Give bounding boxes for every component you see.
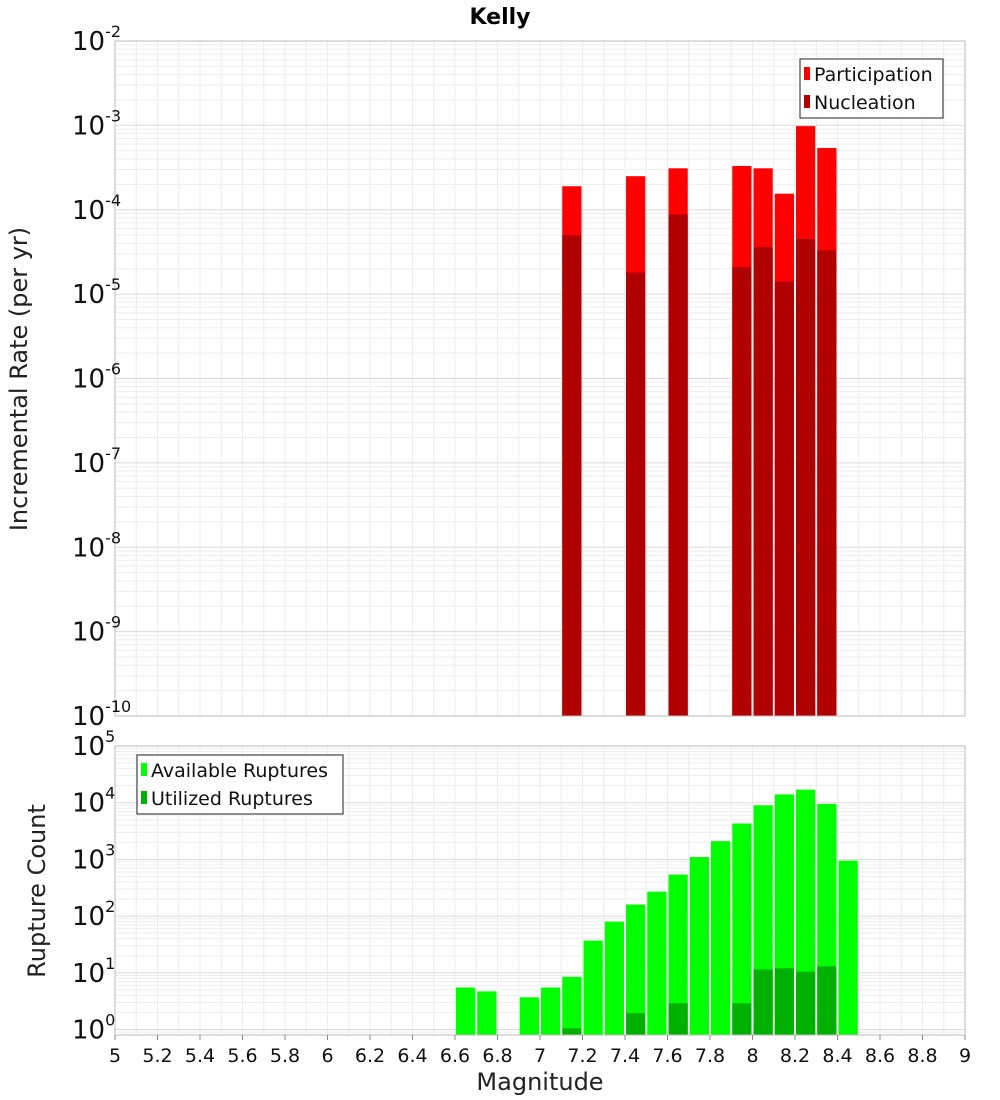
x-tick-label: 5 <box>109 1045 121 1067</box>
chart-title: Kelly <box>469 5 530 30</box>
bar-nucleation-7.95 <box>732 266 752 716</box>
y-tick-label: 10-6 <box>72 360 121 395</box>
bar-available-ruptures-7.95 <box>732 823 752 1035</box>
bar-available-ruptures-7.65 <box>668 874 688 1035</box>
x-tick-label: 6 <box>321 1045 333 1067</box>
x-tick-label: 7.6 <box>652 1045 682 1067</box>
top-bars <box>562 126 837 717</box>
bar-nucleation-8.05 <box>753 247 773 716</box>
bar-utilized-ruptures-8.05 <box>753 969 773 1035</box>
top-chart-panel: Kelly Incremental Rate (per yr) 10-1010-… <box>5 5 966 732</box>
y-tick-label: 10-7 <box>72 444 121 479</box>
top-plot-border <box>114 40 966 717</box>
y-tick-label: 10-4 <box>72 191 121 226</box>
bottom-chart-panel: Rupture Count 100 101 102 103 104 105 5 5.2 5.4… <box>23 727 971 1096</box>
top-y-ticks: 10-10 10-9 10-8 10-7 10-6 10-5 10-4 10-3 10-2 <box>72 22 131 732</box>
bar-nucleation-8.25 <box>796 239 816 716</box>
legend-label: Utilized Ruptures <box>151 788 313 810</box>
legend-swatch <box>804 95 810 108</box>
x-tick-label: 8.4 <box>822 1045 852 1067</box>
bar-utilized-ruptures-7.15 <box>562 1028 582 1035</box>
y-tick-label: 10-5 <box>72 275 121 310</box>
y-tick-label: 10-9 <box>72 613 121 648</box>
x-tick-label: 7.2 <box>567 1045 597 1067</box>
x-tick-label: 7.4 <box>610 1045 640 1067</box>
bar-utilized-ruptures-8.25 <box>796 971 816 1035</box>
x-tick-label: 8 <box>746 1045 758 1067</box>
bar-nucleation-7.65 <box>668 214 688 717</box>
bar-utilized-ruptures-8.35 <box>817 966 837 1035</box>
legend-swatch <box>141 791 147 804</box>
legend-swatch <box>141 763 147 776</box>
x-tick-label: 5.8 <box>270 1045 300 1067</box>
bar-available-ruptures-7.85 <box>711 841 731 1035</box>
y-tick-label: 10-10 <box>72 697 131 732</box>
top-grid <box>115 41 965 717</box>
x-tick-label: 7.8 <box>695 1045 725 1067</box>
bar-utilized-ruptures-8.15 <box>774 968 794 1035</box>
x-tick-label: 5.6 <box>227 1045 257 1067</box>
x-ticks: 5 5.2 5.4 5.6 5.8 6 6.2 6.4 6.6 6.8 7 7.2 7.4 7.6 7.8 8… <box>109 1035 971 1067</box>
bar-utilized-ruptures-7.45 <box>626 1013 646 1035</box>
y-tick-label: 101 <box>72 954 115 989</box>
bar-available-ruptures-6.75 <box>477 991 497 1035</box>
y-tick-label: 10-3 <box>72 106 121 141</box>
legend-label: Participation <box>814 64 933 86</box>
x-tick-label: 8.2 <box>780 1045 810 1067</box>
bar-available-ruptures-7.75 <box>689 857 709 1035</box>
x-tick-label: 9 <box>959 1045 971 1067</box>
bottom-legend: Available Ruptures Utilized Ruptures <box>136 754 344 815</box>
bar-nucleation-8.15 <box>774 281 794 716</box>
bottom-y-axis-label: Rupture Count <box>23 804 51 978</box>
x-tick-label: 6.2 <box>355 1045 385 1067</box>
bar-nucleation-7.15 <box>562 235 582 716</box>
bar-nucleation-8.35 <box>817 250 837 717</box>
bar-available-ruptures-7.55 <box>647 891 667 1035</box>
y-tick-label: 100 <box>72 1011 115 1046</box>
x-tick-label: 6.8 <box>482 1045 512 1067</box>
x-tick-label: 8.8 <box>907 1045 937 1067</box>
bar-utilized-ruptures-7.95 <box>732 1003 752 1035</box>
bar-available-ruptures-7.05 <box>541 987 561 1035</box>
y-tick-label: 103 <box>72 840 115 875</box>
y-tick-label: 102 <box>72 897 115 932</box>
bar-available-ruptures-6.65 <box>456 987 476 1035</box>
bar-available-ruptures-7.15 <box>562 976 582 1035</box>
x-tick-label: 8.6 <box>865 1045 895 1067</box>
legend-box <box>136 754 344 815</box>
x-tick-label: 6.4 <box>397 1045 427 1067</box>
y-tick-label: 10-2 <box>72 22 121 57</box>
bar-available-ruptures-7.45 <box>626 904 646 1035</box>
legend-swatch <box>804 67 810 80</box>
x-tick-label: 7 <box>534 1045 546 1067</box>
y-tick-label: 105 <box>72 727 115 762</box>
y-tick-label: 104 <box>72 784 115 819</box>
bar-utilized-ruptures-7.65 <box>668 1003 688 1035</box>
x-tick-label: 5.2 <box>142 1045 172 1067</box>
legend-box <box>799 58 944 119</box>
top-legend: Participation Nucleation <box>799 58 944 119</box>
bar-nucleation-7.45 <box>626 272 646 716</box>
x-axis-label: Magnitude <box>476 1068 603 1096</box>
y-tick-label: 10-8 <box>72 528 121 563</box>
legend-label: Available Ruptures <box>151 760 328 782</box>
bottom-y-ticks: 100 101 102 103 104 105 <box>72 727 115 1046</box>
bar-available-ruptures-7.35 <box>604 921 624 1035</box>
bottom-bars <box>456 789 858 1035</box>
bar-available-ruptures-8.45 <box>838 860 858 1035</box>
bar-available-ruptures-6.95 <box>519 997 539 1035</box>
legend-label: Nucleation <box>814 92 916 114</box>
x-tick-label: 6.6 <box>440 1045 470 1067</box>
x-tick-label: 5.4 <box>185 1045 215 1067</box>
bar-available-ruptures-7.25 <box>583 940 603 1035</box>
top-y-axis-label: Incremental Rate (per yr) <box>5 227 33 531</box>
